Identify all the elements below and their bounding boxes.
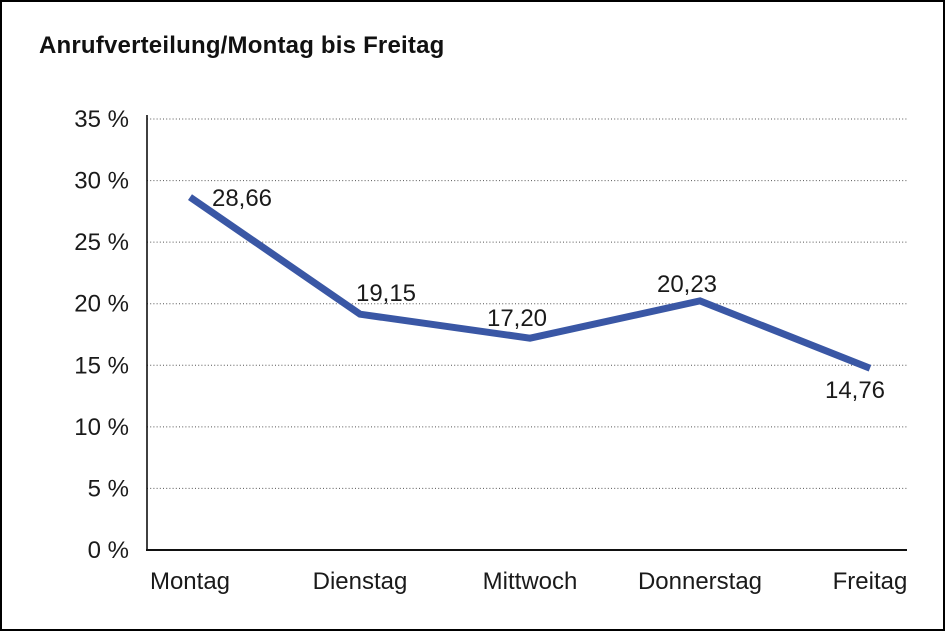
- y-axis-tick-label: 15 %: [74, 352, 129, 379]
- data-point-label: 17,20: [487, 305, 547, 332]
- x-axis-category-label: Montag: [150, 568, 230, 595]
- x-axis-category-label: Mittwoch: [483, 568, 578, 595]
- x-axis-category-label: Dienstag: [313, 568, 408, 595]
- chart-title: Anrufverteilung/Montag bis Freitag: [39, 32, 445, 59]
- series-line: [188, 194, 872, 372]
- data-point-label: 28,66: [212, 185, 272, 212]
- data-point-label: 19,15: [356, 280, 416, 307]
- x-axis-category-label: Freitag: [833, 568, 908, 595]
- y-axis-tick-label: 10 %: [74, 414, 129, 441]
- y-axis-tick-label: 20 %: [74, 291, 129, 318]
- data-point-label: 14,76: [825, 377, 885, 404]
- data-point-label: 20,23: [657, 271, 717, 298]
- y-axis-tick-label: 25 %: [74, 229, 129, 256]
- y-axis-tick-label: 35 %: [74, 106, 129, 133]
- x-axis-category-label: Donnerstag: [638, 568, 762, 595]
- y-axis-tick-label: 5 %: [88, 475, 129, 502]
- y-axis-tick-label: 30 %: [74, 168, 129, 195]
- y-axis-tick-label: 0 %: [88, 537, 129, 564]
